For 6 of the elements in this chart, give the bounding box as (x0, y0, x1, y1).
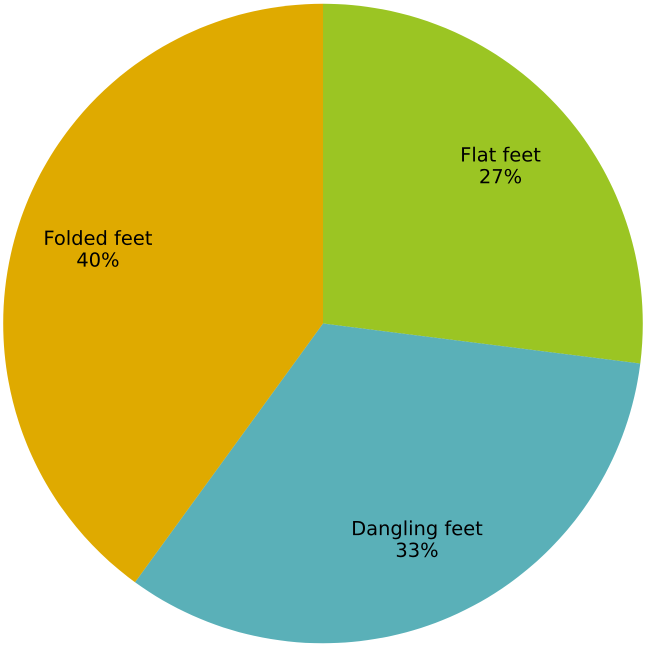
data-label: 27% (480, 168, 522, 184)
slice-label: Dangling feet (353, 520, 482, 540)
data-label: 33% (396, 542, 438, 558)
slice-label: Flat feet (462, 146, 540, 162)
data-label: 40% (77, 252, 118, 267)
slice-label: Folded feet (45, 230, 152, 246)
